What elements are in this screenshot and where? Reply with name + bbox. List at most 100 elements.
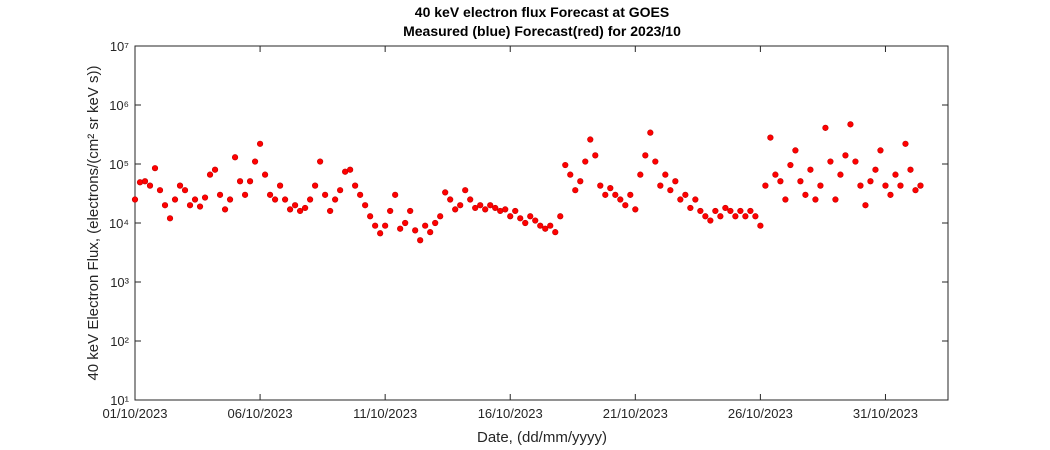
data-point xyxy=(887,191,894,198)
data-point xyxy=(261,171,269,178)
data-point xyxy=(226,196,234,203)
data-point xyxy=(827,158,834,165)
data-point xyxy=(472,204,479,212)
data-point xyxy=(482,206,489,213)
x-tick-label: 06/10/2023 xyxy=(228,406,293,421)
data-point xyxy=(487,202,494,209)
data-point xyxy=(852,158,859,165)
data-point xyxy=(737,207,744,215)
data-point xyxy=(622,202,629,209)
data-point xyxy=(447,196,454,203)
data-point xyxy=(607,185,614,192)
data-point xyxy=(617,196,624,203)
data-point xyxy=(672,178,679,185)
x-tick-label: 21/10/2023 xyxy=(603,406,668,421)
data-point xyxy=(527,213,534,220)
data-point xyxy=(687,204,694,212)
data-point xyxy=(792,147,799,154)
data-point xyxy=(602,191,609,198)
data-point xyxy=(231,154,239,161)
data-point xyxy=(392,191,399,198)
data-point xyxy=(777,178,784,185)
data-point xyxy=(902,140,909,147)
data-point xyxy=(352,182,359,189)
data-point xyxy=(877,147,884,154)
data-point xyxy=(302,204,309,212)
data-point xyxy=(557,213,564,220)
data-point xyxy=(467,196,474,203)
data-point xyxy=(782,196,789,203)
y-tick-label: 10⁶ xyxy=(109,98,129,113)
chart-title: 40 keV electron flux Forecast at GOES xyxy=(415,4,669,20)
data-point xyxy=(246,178,254,185)
data-point xyxy=(241,191,249,198)
data-point xyxy=(196,203,204,210)
data-point xyxy=(592,152,599,159)
data-point xyxy=(181,187,189,194)
data-point xyxy=(442,189,449,196)
data-point xyxy=(271,196,279,203)
data-point xyxy=(747,207,754,215)
data-point xyxy=(347,166,354,173)
data-point xyxy=(732,213,739,220)
data-point xyxy=(166,215,174,222)
data-point xyxy=(817,182,824,189)
data-point xyxy=(697,207,704,215)
data-point xyxy=(907,166,914,173)
data-point xyxy=(577,178,584,185)
data-point xyxy=(657,182,664,189)
data-point xyxy=(627,191,634,198)
data-point xyxy=(161,202,169,209)
y-tick-label: 10¹ xyxy=(110,393,129,408)
data-point xyxy=(667,187,674,194)
data-point xyxy=(542,225,549,232)
data-point xyxy=(251,158,259,165)
data-point xyxy=(337,187,344,194)
data-point xyxy=(797,178,804,185)
data-point xyxy=(206,171,214,178)
data-point xyxy=(332,196,339,203)
chart-subtitle: Measured (blue) Forecast(red) for 2023/1… xyxy=(403,23,681,39)
data-point xyxy=(582,158,589,165)
data-point xyxy=(281,196,289,203)
y-tick-label: 10² xyxy=(110,334,129,349)
data-point xyxy=(742,213,749,220)
data-point xyxy=(407,207,414,215)
data-point xyxy=(317,158,324,165)
data-point xyxy=(427,229,434,236)
data-point xyxy=(892,171,899,178)
data-point xyxy=(266,191,274,198)
data-point xyxy=(647,129,654,136)
x-tick-label: 31/10/2023 xyxy=(853,406,918,421)
x-tick-label: 26/10/2023 xyxy=(728,406,793,421)
data-point xyxy=(897,182,904,189)
x-tick-label: 01/10/2023 xyxy=(102,406,167,421)
data-point xyxy=(722,204,729,212)
x-axis-label: Date, (dd/mm/yyyy) xyxy=(477,429,607,446)
data-point xyxy=(131,196,139,203)
data-point xyxy=(367,213,374,220)
data-point xyxy=(762,182,769,189)
data-point xyxy=(422,222,429,229)
data-point xyxy=(767,134,774,141)
data-point xyxy=(867,178,874,185)
data-point xyxy=(417,237,424,244)
data-point xyxy=(146,182,154,189)
data-point xyxy=(432,219,439,227)
data-point xyxy=(567,171,574,178)
data-point xyxy=(847,121,854,128)
data-point xyxy=(537,222,544,229)
data-point xyxy=(522,219,529,227)
data-point xyxy=(297,207,304,215)
data-point xyxy=(372,222,379,229)
data-point xyxy=(156,187,164,194)
data-point xyxy=(477,202,484,209)
y-tick-label: 10⁴ xyxy=(109,216,129,231)
data-point xyxy=(752,213,759,220)
data-point xyxy=(692,196,699,203)
data-point xyxy=(327,207,334,215)
data-point xyxy=(832,196,839,203)
data-point xyxy=(597,182,604,189)
data-point xyxy=(362,202,369,209)
data-point xyxy=(387,207,394,215)
